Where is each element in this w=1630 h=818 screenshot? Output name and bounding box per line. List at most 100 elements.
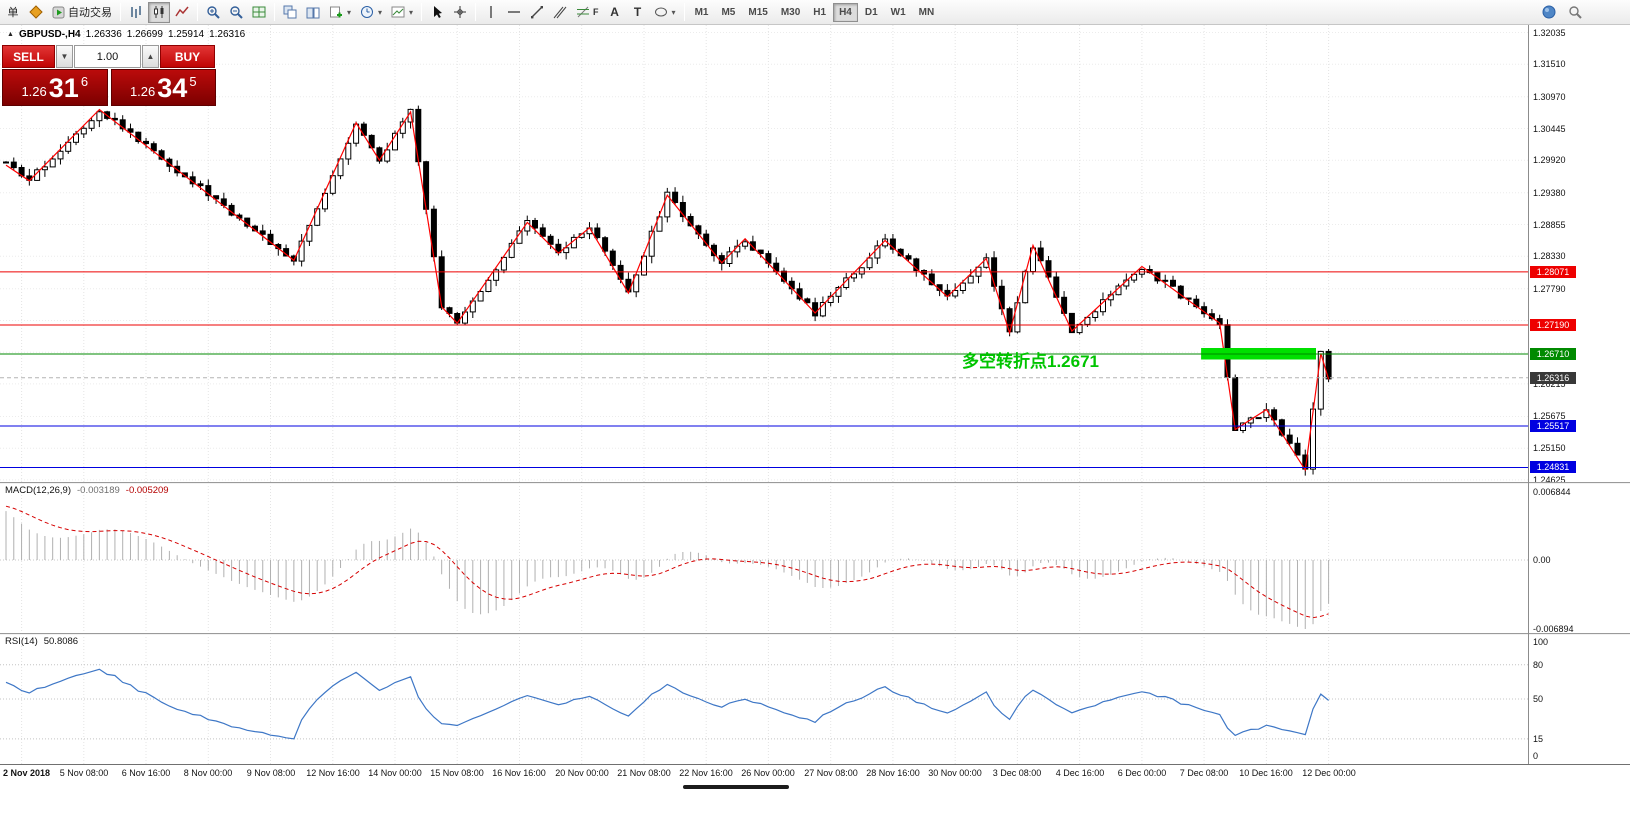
tile-grid-button[interactable] <box>248 2 270 23</box>
price-axis-label: 1.25150 <box>1533 443 1566 453</box>
time-axis-label: 9 Nov 08:00 <box>246 768 296 778</box>
price-axis-label: 1.27790 <box>1533 284 1566 294</box>
time-axis-label: 3 Dec 08:00 <box>992 768 1042 778</box>
help-button[interactable] <box>1538 2 1560 23</box>
orders-label: 单 <box>7 7 19 19</box>
price-axis-label: 1.28855 <box>1533 220 1566 230</box>
price-axis-label: 1.30445 <box>1533 124 1566 134</box>
sell-price-prefix: 1.26 <box>21 83 47 99</box>
label-tool-icon: T <box>633 5 642 19</box>
line-chart-mode-button[interactable] <box>171 2 193 23</box>
buy-button[interactable]: BUY <box>160 45 215 68</box>
time-axis-label: 5 Nov 08:00 <box>59 768 109 778</box>
time-axis-label: 22 Nov 16:00 <box>679 768 733 778</box>
price-chart[interactable] <box>0 25 1528 482</box>
price-axis-label: 1.29380 <box>1533 188 1566 198</box>
volume-stepper-button[interactable]: ▲ <box>142 45 159 68</box>
tab-timeframe-h1[interactable]: H1 <box>807 3 832 22</box>
bar-chart-mode-button[interactable] <box>125 2 147 23</box>
price-axis-label: 1.30970 <box>1533 92 1566 102</box>
auto-trading-button[interactable]: 自动交易 <box>48 2 116 23</box>
time-axis-label: 10 Dec 16:00 <box>1239 768 1293 778</box>
tab-timeframe-mn[interactable]: MN <box>913 3 941 22</box>
rsi-chart[interactable] <box>0 634 1528 764</box>
time-axis-label: 8 Nov 00:00 <box>183 768 233 778</box>
shapes-icon <box>654 7 667 17</box>
trendline-tool-button[interactable] <box>526 2 548 23</box>
rsi-axis-label: 0 <box>1533 751 1539 761</box>
vertical-line-tool-button[interactable] <box>480 2 502 23</box>
horizontal-line-tool-button[interactable] <box>503 2 525 23</box>
zoom-in-icon <box>207 6 220 19</box>
volume-input[interactable] <box>74 45 141 68</box>
rsi-value: 50.8086 <box>43 636 79 647</box>
horizontal-line-icon <box>508 11 521 13</box>
shapes-tool-button[interactable]: ▾ <box>650 2 680 23</box>
price-chart-panel: 1.28071 1.27190 1.26710 1.26316 1.25517 1.248… <box>0 25 1630 485</box>
price-badge: 1.26316 <box>1530 372 1576 384</box>
macd-signal-value: -0.005209 <box>125 485 169 496</box>
time-axis-label: 6 Nov 16:00 <box>121 768 171 778</box>
grid-icon <box>252 6 266 18</box>
vertical-line-icon <box>490 6 492 18</box>
tab-timeframe-m30[interactable]: M30 <box>775 3 806 22</box>
rsi-label-row: RSI(14) 50.8086 <box>5 636 78 647</box>
panel-splitter[interactable] <box>0 482 1630 483</box>
new-order-button[interactable] <box>25 2 47 23</box>
price-badge: 1.27190 <box>1530 319 1576 331</box>
search-button[interactable] <box>1564 2 1586 23</box>
search-icon <box>1569 6 1582 19</box>
tile-windows-button[interactable] <box>279 2 301 23</box>
taskbar-hint[interactable] <box>683 785 789 789</box>
time-axis-label: 7 Dec 08:00 <box>1179 768 1229 778</box>
price-axis-label: 1.31510 <box>1533 59 1566 69</box>
channel-tool-button[interactable] <box>549 2 571 23</box>
toolbar: 单 自动交易 <box>0 0 1630 25</box>
zoom-out-button[interactable] <box>225 2 247 23</box>
sell-button[interactable]: SELL <box>2 45 55 68</box>
sell-price-pip: 6 <box>80 73 89 89</box>
chart-settings-button[interactable]: ▾ <box>387 2 417 23</box>
tab-timeframe-m15[interactable]: M15 <box>742 3 773 22</box>
sell-price-big: 31 <box>48 72 79 103</box>
macd-chart[interactable] <box>0 483 1528 633</box>
high-value: 1.26699 <box>126 29 163 40</box>
new-chart-button[interactable]: ▾ <box>325 2 355 23</box>
volume-dropdown-button[interactable]: ▼ <box>56 45 73 68</box>
tab-timeframe-h4[interactable]: H4 <box>833 2 858 22</box>
chevron-down-icon: ▾ <box>671 7 676 17</box>
zoom-in-button[interactable] <box>202 2 224 23</box>
tab-timeframe-d1[interactable]: D1 <box>859 3 884 22</box>
rsi-axis-label: 15 <box>1533 734 1544 744</box>
tab-timeframe-w1[interactable]: W1 <box>885 3 912 22</box>
toolbar-separator <box>475 3 477 21</box>
toolbar-separator <box>274 3 275 21</box>
time-axis-label: 15 Nov 08:00 <box>430 768 484 778</box>
candlestick-mode-button[interactable] <box>148 1 170 23</box>
help-icon <box>1542 5 1556 19</box>
buy-price-display[interactable]: 1.26 34 5 <box>110 69 216 106</box>
tab-timeframe-m5[interactable]: M5 <box>715 3 741 22</box>
sell-price-display[interactable]: 1.26 31 6 <box>2 69 108 106</box>
time-axis-label: 21 Nov 08:00 <box>617 768 671 778</box>
time-axis[interactable]: 2 Nov 2018 5 Nov 08:00 6 Nov 16:00 8 Nov 00… <box>0 765 1630 782</box>
tile-windows-icon <box>283 5 297 19</box>
fibonacci-tool-button[interactable]: F <box>572 2 603 23</box>
macd-label-row: MACD(12,26,9) -0.003189 -0.005209 <box>5 485 169 496</box>
period-button[interactable]: ▾ <box>356 2 386 23</box>
cursor-button[interactable] <box>426 2 448 23</box>
panel-splitter[interactable] <box>0 633 1630 634</box>
orders-button[interactable]: 单 <box>2 2 24 23</box>
toolbar-separator <box>197 3 198 21</box>
new-chart-icon <box>330 6 342 18</box>
label-tool-button[interactable]: T <box>627 2 649 23</box>
text-tool-button[interactable]: A <box>604 2 626 23</box>
price-badge: 1.26710 <box>1530 348 1576 360</box>
buy-price-pip: 5 <box>189 73 197 89</box>
panel-border <box>0 764 1630 765</box>
tab-timeframe-m1[interactable]: M1 <box>689 3 715 22</box>
toolbar-separator <box>421 3 423 21</box>
crosshair-button[interactable] <box>449 2 471 23</box>
cascade-windows-button[interactable] <box>302 2 324 23</box>
